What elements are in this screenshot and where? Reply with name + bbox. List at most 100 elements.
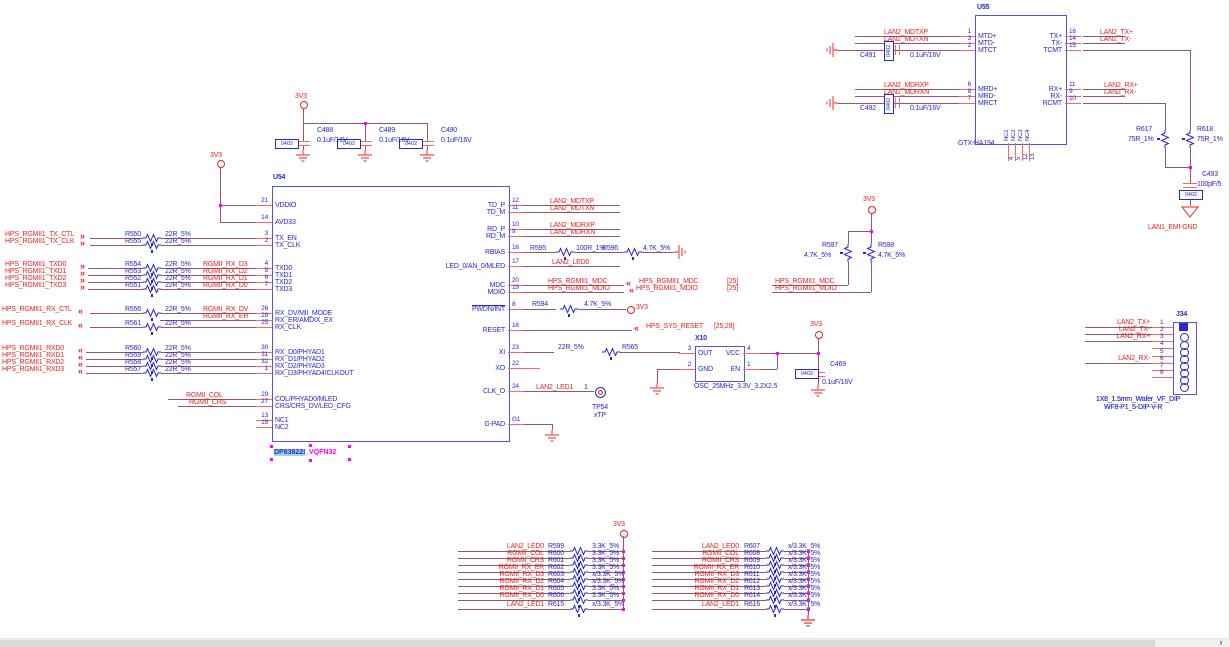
net-label[interactable]: LAN2_MDRXN: [884, 89, 930, 96]
net-label[interactable]: LAN2_LED0: [506, 543, 544, 550]
ref-label[interactable]: R598: [878, 242, 894, 249]
ref-label[interactable]: TP54: [592, 404, 608, 411]
net-label[interactable]: RGMII_COL: [507, 550, 544, 557]
net-label[interactable]: LAN2_LED1: [701, 601, 739, 608]
net-label[interactable]: LAN2_MDTXP: [884, 29, 928, 36]
ref-label[interactable]: 22R_5%: [165, 238, 191, 245]
scrollbar-thumb[interactable]: [0, 640, 1155, 647]
ref-label[interactable]: R601: [548, 557, 564, 564]
ref-label[interactable]: x/3.3K_5%: [788, 592, 821, 599]
ref-label[interactable]: 0.1uF/16V: [910, 52, 941, 59]
ref-label[interactable]: R613: [744, 585, 760, 592]
ref-label[interactable]: C491: [860, 52, 876, 59]
ref-label[interactable]: GTX-HA194: [958, 140, 995, 147]
ref-label[interactable]: R605: [548, 585, 564, 592]
connector-part-name[interactable]: 1X8_1.5mm_Wafer_VF_DIP: [1096, 396, 1181, 403]
ref-label[interactable]: 0.1uF/16V: [910, 105, 941, 112]
net-label[interactable]: LAN2_MDRXN: [550, 229, 596, 236]
ref-label[interactable]: R600: [548, 550, 564, 557]
ref-label[interactable]: R602: [548, 564, 564, 571]
ref-label[interactable]: 22R_5%: [558, 344, 584, 351]
selection-handle[interactable]: [270, 445, 273, 448]
net-label[interactable]: LAN2_TX-: [1100, 36, 1132, 43]
component-ref[interactable]: X10: [695, 335, 707, 342]
ref-label[interactable]: 4.7K_5%: [643, 245, 671, 252]
net-label[interactable]: HPS_RGMII1_RXD2: [2, 359, 64, 366]
net-label[interactable]: 3V3: [295, 93, 307, 100]
scrollbar-right-button[interactable]: ›: [1215, 638, 1227, 647]
net-label[interactable]: RGMII_RX_ER: [693, 564, 739, 571]
selection-handle[interactable]: [309, 459, 312, 462]
ref-label[interactable]: R560: [125, 345, 141, 352]
net-label[interactable]: RGMII_RX_D3: [694, 571, 740, 578]
net-label[interactable]: RGMII_RX_DV: [203, 306, 249, 313]
connector-part-name[interactable]: WF8-P1_5-DIP-V-R: [1104, 404, 1163, 411]
ref-label[interactable]: R616: [744, 601, 760, 608]
net-label[interactable]: RGMII_RX_D2: [694, 578, 740, 585]
net-label[interactable]: HPS_RGMII1_RX_CTL: [2, 306, 72, 313]
ref-label[interactable]: 0.1uF/16V: [822, 379, 853, 386]
ref-label[interactable]: R611: [744, 571, 760, 578]
ref-label[interactable]: x/3.3K_5%: [592, 601, 625, 608]
net-label[interactable]: [25]: [727, 285, 738, 292]
net-label[interactable]: HPS_RGMII1_TXD1: [5, 268, 67, 275]
net-label[interactable]: HPS_RGMII1_TXD0: [5, 261, 67, 268]
net-label[interactable]: RGMII_RX_D3: [499, 571, 545, 578]
ref-label[interactable]: C493: [1202, 171, 1218, 178]
net-label[interactable]: HPS_RGMII1_MDC: [548, 278, 608, 285]
ref-label[interactable]: R596: [602, 245, 618, 252]
ref-label[interactable]: R608: [744, 550, 760, 557]
net-label[interactable]: [25,29]: [714, 323, 735, 330]
component-ref[interactable]: U55: [977, 4, 990, 11]
net-label[interactable]: HPS_RGMII1_MDC: [775, 278, 835, 285]
ref-label[interactable]: R599: [548, 543, 564, 550]
ref-label[interactable]: R552: [125, 275, 141, 282]
net-label[interactable]: HPS_RGMII1_MDC: [639, 278, 699, 285]
net-label[interactable]: RGMII_CRS: [189, 399, 227, 406]
ref-label[interactable]: 75R_1%: [1128, 136, 1154, 143]
net-label[interactable]: RGMII_RX_ER: [203, 313, 249, 320]
net-label[interactable]: HPS_RGMII1_RXD0: [2, 345, 64, 352]
ref-label[interactable]: R618: [1197, 126, 1213, 133]
net-label[interactable]: LAN2_LED0: [701, 543, 739, 550]
ref-label[interactable]: 22R_5%: [165, 345, 191, 352]
net-label[interactable]: HPS_RGMII1_MDIO: [636, 285, 698, 292]
net-label[interactable]: RGMII_RX_D0: [694, 592, 740, 599]
ref-label[interactable]: 22R_5%: [165, 306, 191, 313]
ref-label[interactable]: R565: [622, 344, 638, 351]
ref-label[interactable]: x/3.3K_5%: [788, 601, 821, 608]
ref-label[interactable]: 3.3K_5%: [592, 550, 620, 557]
ref-label[interactable]: R556: [125, 306, 141, 313]
ref-label[interactable]: R553: [125, 268, 141, 275]
net-label[interactable]: LAN2_LED0: [552, 259, 590, 266]
net-label[interactable]: HPS_SYS_RESET: [646, 323, 703, 330]
component-ref[interactable]: J34: [1176, 311, 1188, 318]
ref-label[interactable]: R617: [1136, 126, 1152, 133]
net-label[interactable]: RGMII_COL: [702, 550, 739, 557]
ref-label[interactable]: R559: [125, 352, 141, 359]
ref-label[interactable]: R603: [548, 571, 564, 578]
net-label[interactable]: LAN2_RX-: [1104, 89, 1136, 96]
ref-label[interactable]: R550: [125, 231, 141, 238]
ref-label[interactable]: 3.3K_5%: [592, 557, 620, 564]
ref-label[interactable]: 22R_5%: [165, 268, 191, 275]
net-label[interactable]: LAN2_MDTXN: [884, 36, 929, 43]
ref-label[interactable]: R595: [530, 245, 546, 252]
ref-label[interactable]: x/3.3K_5%: [592, 578, 625, 585]
ref-label[interactable]: R554: [125, 261, 141, 268]
ref-label[interactable]: OSC_25MHz_3.3V_3.2X2.5: [694, 383, 778, 390]
ref-label[interactable]: R561: [125, 320, 141, 327]
ref-label[interactable]: C490: [441, 127, 457, 134]
ref-label[interactable]: 75R_1%: [1197, 136, 1223, 143]
net-label[interactable]: 3V3: [613, 521, 625, 528]
net-label[interactable]: LAN2_RX+: [1104, 82, 1138, 89]
ref-label[interactable]: 3.3K_5%: [592, 585, 620, 592]
ref-label[interactable]: R594: [532, 301, 548, 308]
ref-label[interactable]: x/3.3K_5%: [788, 564, 821, 571]
ref-label[interactable]: x/3.3K_5%: [788, 578, 821, 585]
net-label[interactable]: LAN2_LED1: [506, 601, 544, 608]
net-label[interactable]: RGMII_CRS: [701, 557, 739, 564]
ref-label[interactable]: 22R_5%: [165, 320, 191, 327]
component-X10[interactable]: [695, 346, 745, 382]
